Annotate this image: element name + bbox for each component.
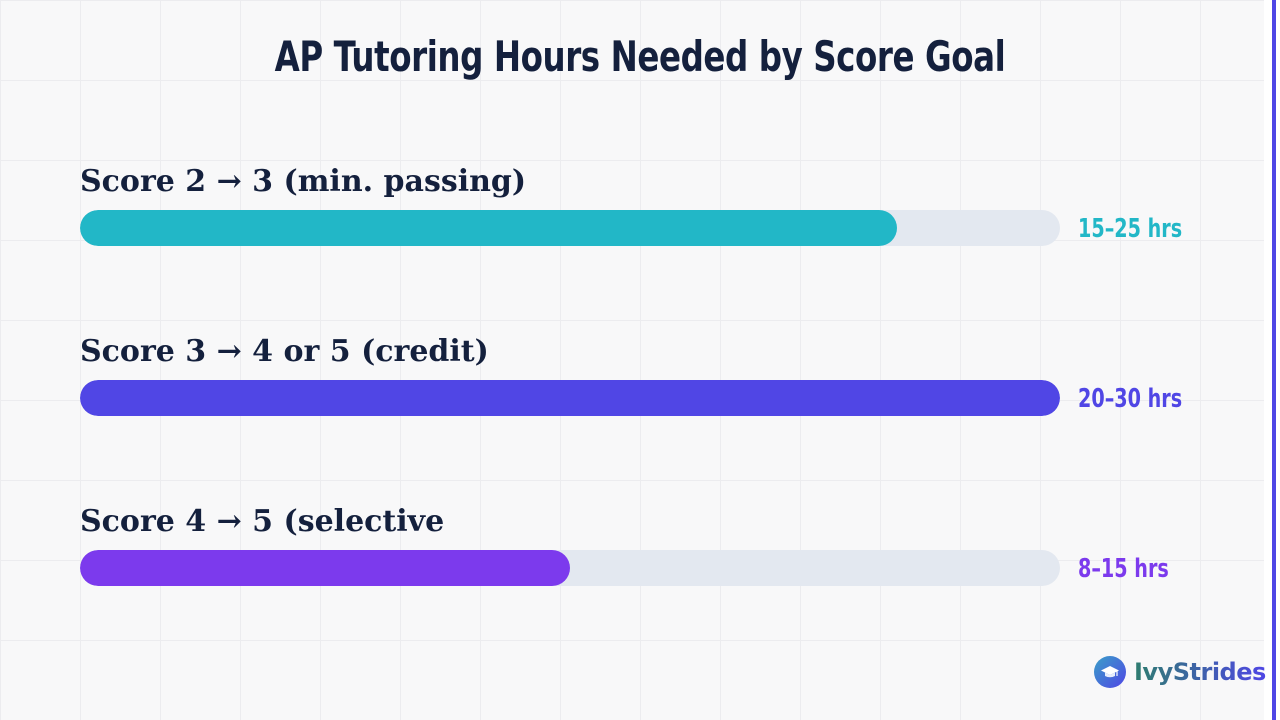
bar-row: Score 3 → 4 or 5 (credit) 20–30 hrs (80, 334, 1220, 424)
bar-fill (80, 550, 570, 586)
bar-track (80, 210, 1060, 246)
bar-value-label: 15–25 hrs (1078, 214, 1183, 244)
bar-fill (80, 210, 897, 246)
right-edge-accent (1264, 0, 1280, 720)
category-label: Score 2 → 3 (min. passing) (80, 164, 527, 199)
brand-name: IvyStrides (1134, 658, 1266, 686)
bar-fill (80, 380, 1060, 416)
brand-logo: IvyStrides (1094, 654, 1266, 690)
graduation-cap-icon (1094, 656, 1126, 688)
category-label: Score 3 → 4 or 5 (credit) (80, 334, 489, 369)
bar-track (80, 380, 1060, 416)
bar-row: Score 2 → 3 (min. passing) 15–25 hrs (80, 164, 1220, 254)
bar-row: Score 4 → 5 (selective 8–15 hrs (80, 504, 1220, 594)
category-label: Score 4 → 5 (selective (80, 504, 445, 539)
chart-title: AP Tutoring Hours Needed by Score Goal (274, 32, 1006, 81)
bar-track (80, 550, 1060, 586)
bar-value-label: 8–15 hrs (1078, 554, 1169, 584)
bar-value-label: 20–30 hrs (1078, 384, 1183, 414)
